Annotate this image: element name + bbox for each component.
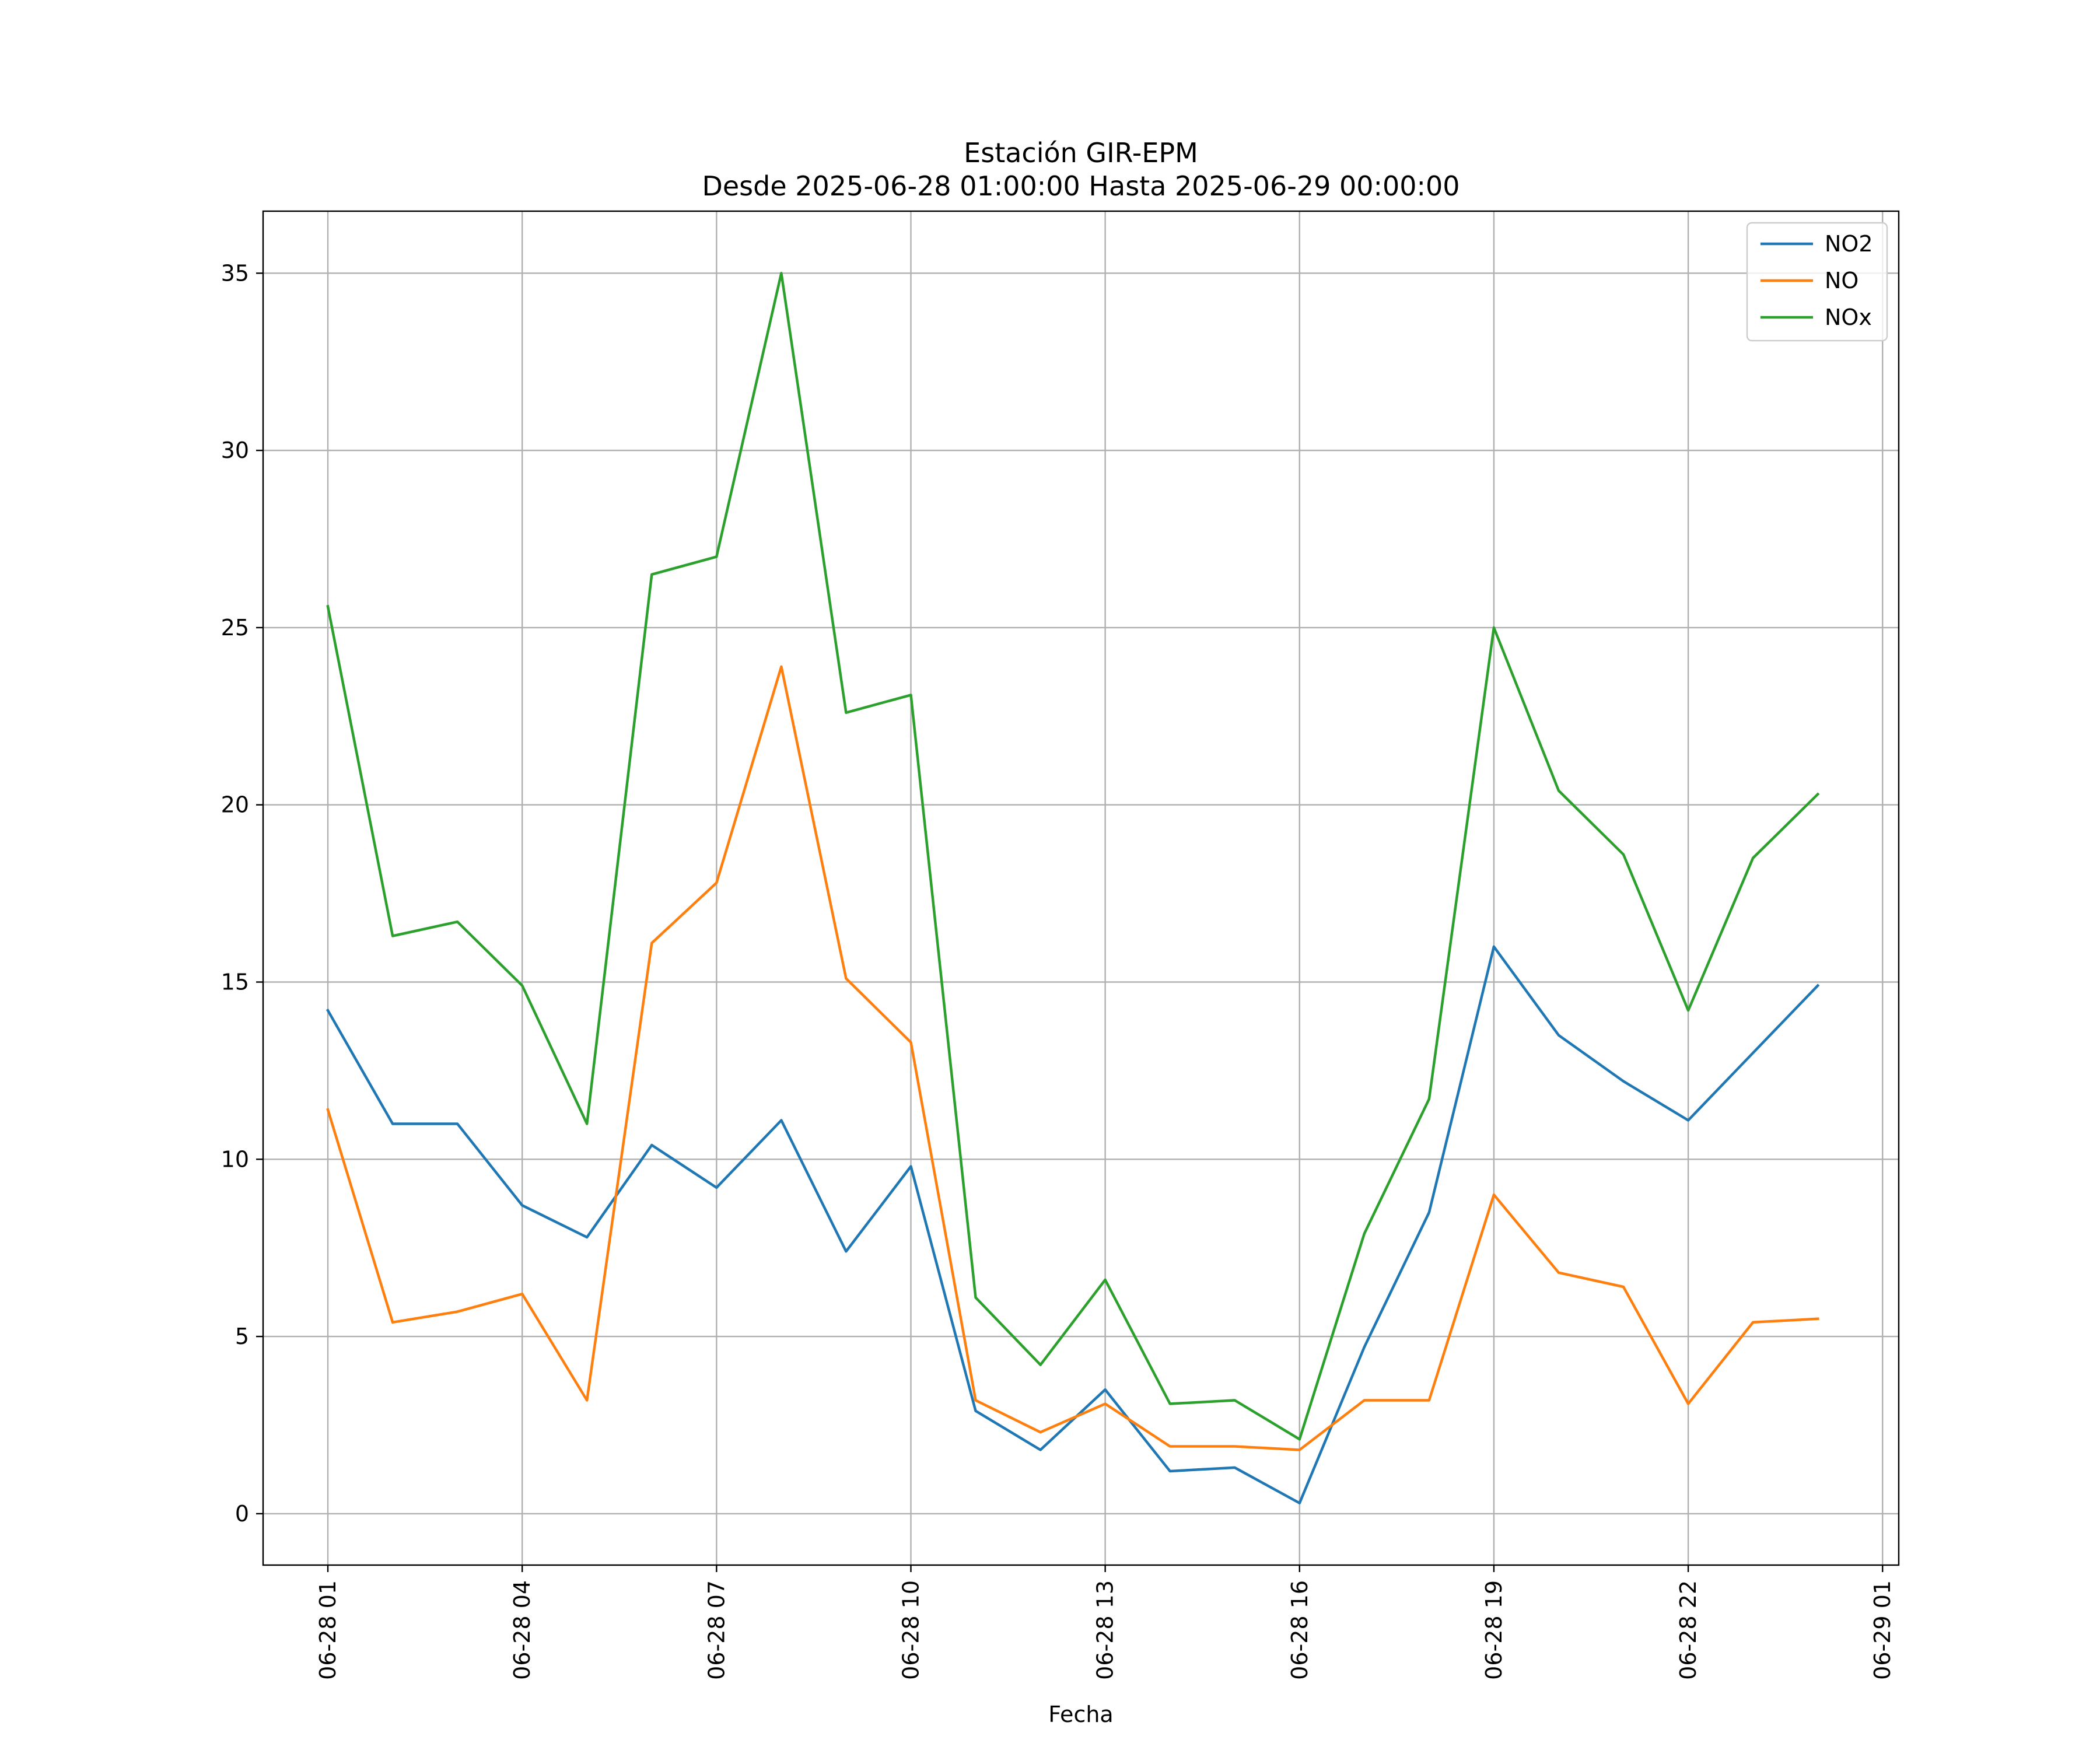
x-axis-label: Fecha xyxy=(1048,1702,1113,1727)
x-tick-label: 06-28 19 xyxy=(1481,1580,1507,1680)
series-line-no2 xyxy=(326,945,1820,1504)
grid xyxy=(263,211,1899,1565)
series-line-nox xyxy=(326,272,1820,1441)
x-tick-label: 06-28 16 xyxy=(1287,1580,1312,1680)
x-tick-label: 06-28 13 xyxy=(1093,1580,1118,1680)
legend: NO2 NO NOx xyxy=(1746,222,1888,342)
chart-subtitle: Desde 2025-06-28 01:00:00 Hasta 2025-06-… xyxy=(702,170,1460,202)
y-tick-label: 15 xyxy=(221,970,249,995)
plot-frame xyxy=(262,210,1900,1566)
series-lines xyxy=(326,272,1820,1504)
x-tick-label: 06-28 22 xyxy=(1675,1580,1701,1680)
legend-label-nox: NOx xyxy=(1825,304,1872,330)
legend-label-no2: NO2 xyxy=(1825,231,1873,257)
chart-title: Estación GIR-EPM xyxy=(964,137,1198,169)
y-tick-label: 5 xyxy=(235,1324,249,1349)
y-tick-label: 10 xyxy=(221,1146,249,1172)
x-tick-label: 06-28 10 xyxy=(898,1580,923,1680)
legend-box xyxy=(1746,222,1888,342)
x-tick-label: 06-28 01 xyxy=(315,1580,341,1680)
y-tick-label: 35 xyxy=(221,260,249,286)
x-tick-label: 06-28 04 xyxy=(509,1580,535,1680)
y-tick-label: 0 xyxy=(235,1501,249,1527)
y-tick-label: 25 xyxy=(221,615,249,640)
y-tick-label: 20 xyxy=(221,792,249,818)
legend-label-no: NO xyxy=(1825,268,1859,293)
x-tick-label: 06-29 01 xyxy=(1870,1580,1895,1680)
y-tick-label: 30 xyxy=(221,438,249,463)
x-tick-label: 06-28 07 xyxy=(704,1580,729,1680)
series-line-no xyxy=(326,665,1819,1451)
axis-ticks: 06-28 01 06-28 04 06-28 07 06-28 10 06-28 13… xyxy=(221,260,1896,1680)
